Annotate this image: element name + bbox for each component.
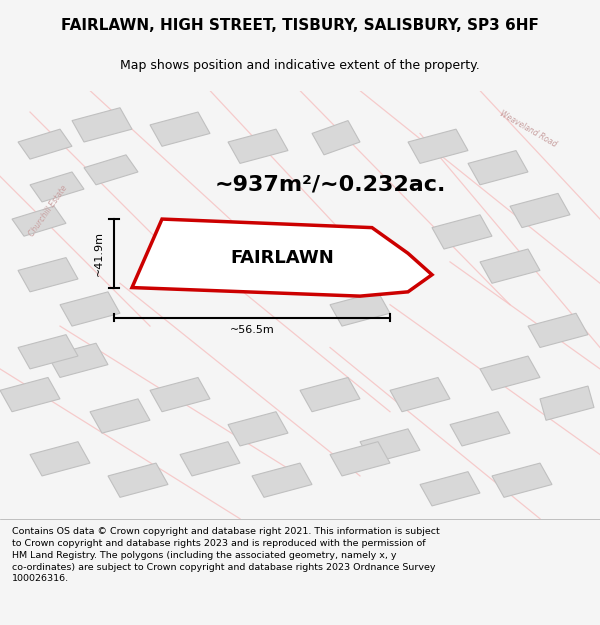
Polygon shape (312, 121, 360, 155)
Polygon shape (480, 249, 540, 283)
Text: Churchill Estate: Churchill Estate (27, 183, 69, 238)
Polygon shape (18, 334, 78, 369)
Polygon shape (528, 313, 588, 348)
Polygon shape (252, 463, 312, 498)
Text: Map shows position and indicative extent of the property.: Map shows position and indicative extent… (120, 59, 480, 72)
Text: ~937m²/~0.232ac.: ~937m²/~0.232ac. (214, 175, 446, 195)
Polygon shape (300, 378, 360, 412)
Polygon shape (450, 412, 510, 446)
Polygon shape (48, 343, 108, 377)
Text: Weaveland Road: Weaveland Road (498, 109, 558, 149)
Polygon shape (432, 215, 492, 249)
Polygon shape (420, 472, 480, 506)
Polygon shape (60, 292, 120, 326)
Polygon shape (18, 129, 72, 159)
Polygon shape (492, 463, 552, 498)
Polygon shape (12, 206, 66, 236)
Text: FAIRLAWN, HIGH STREET, TISBURY, SALISBURY, SP3 6HF: FAIRLAWN, HIGH STREET, TISBURY, SALISBUR… (61, 18, 539, 33)
Polygon shape (30, 442, 90, 476)
Polygon shape (468, 151, 528, 185)
Text: ~41.9m: ~41.9m (94, 231, 104, 276)
Polygon shape (180, 442, 240, 476)
Polygon shape (84, 155, 138, 185)
Polygon shape (540, 386, 594, 420)
Polygon shape (90, 399, 150, 433)
Polygon shape (408, 129, 468, 163)
Polygon shape (150, 112, 210, 146)
Text: FAIRLAWN: FAIRLAWN (230, 249, 334, 267)
Polygon shape (18, 258, 78, 292)
Polygon shape (72, 107, 132, 142)
Polygon shape (228, 258, 288, 292)
Polygon shape (510, 193, 570, 228)
Polygon shape (132, 219, 432, 296)
Polygon shape (330, 292, 390, 326)
Polygon shape (150, 378, 210, 412)
Polygon shape (0, 378, 60, 412)
Polygon shape (360, 429, 420, 463)
Polygon shape (312, 241, 372, 275)
Polygon shape (228, 412, 288, 446)
Polygon shape (390, 378, 450, 412)
Polygon shape (480, 356, 540, 390)
Text: Contains OS data © Crown copyright and database right 2021. This information is : Contains OS data © Crown copyright and d… (12, 528, 440, 584)
Polygon shape (168, 228, 228, 262)
Polygon shape (228, 129, 288, 163)
Polygon shape (330, 442, 390, 476)
Text: ~56.5m: ~56.5m (230, 326, 274, 336)
Polygon shape (108, 463, 168, 498)
Polygon shape (30, 172, 84, 202)
